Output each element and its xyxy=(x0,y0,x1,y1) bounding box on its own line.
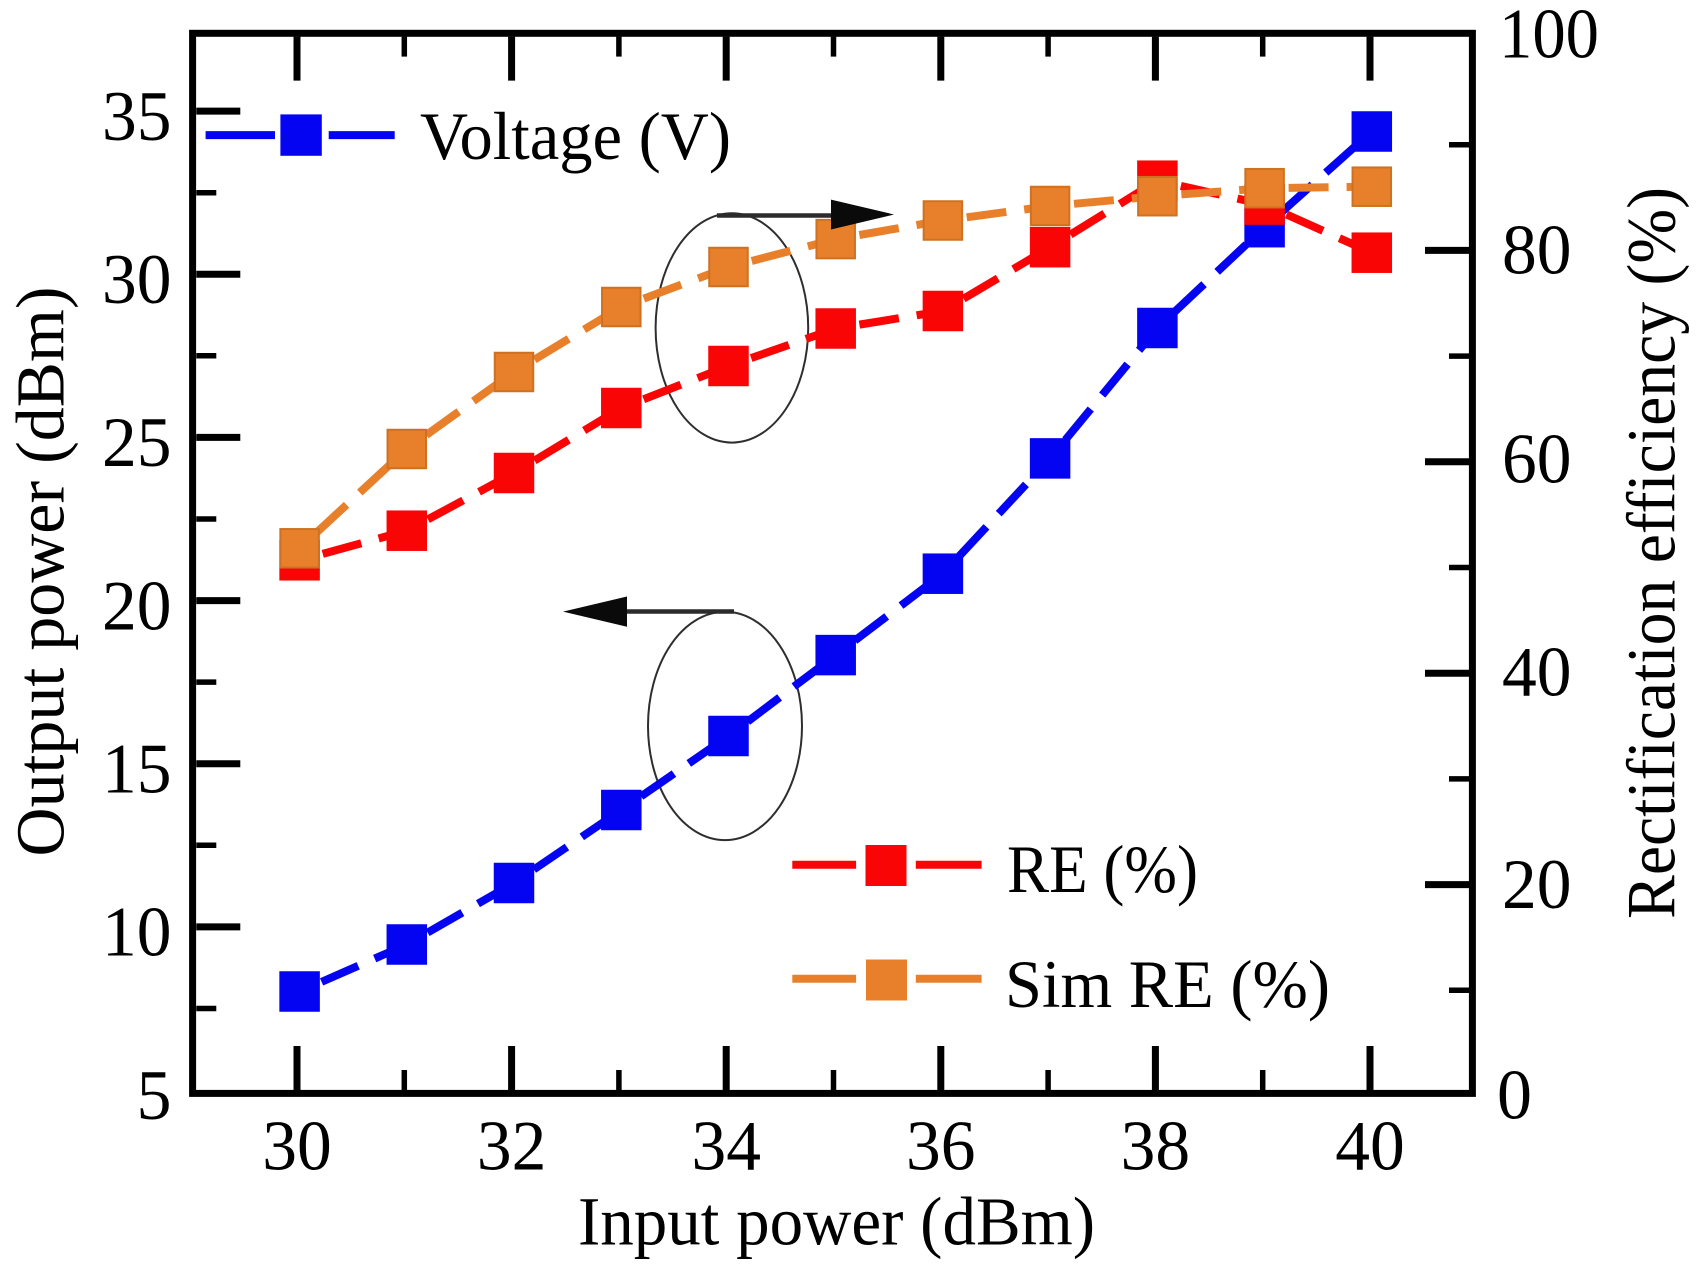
svg-text:0: 0 xyxy=(1497,1057,1532,1135)
svg-text:100: 100 xyxy=(1499,0,1599,74)
svg-text:40: 40 xyxy=(1502,634,1572,712)
svg-text:36: 36 xyxy=(906,1107,976,1185)
svg-text:60: 60 xyxy=(1502,421,1572,499)
svg-text:30: 30 xyxy=(262,1107,332,1185)
svg-text:10: 10 xyxy=(102,894,172,972)
svg-text:15: 15 xyxy=(102,731,172,809)
svg-text:34: 34 xyxy=(691,1107,761,1185)
svg-text:35: 35 xyxy=(102,78,172,156)
svg-text:Voltage (V): Voltage (V) xyxy=(420,98,731,174)
svg-text:Output power (dBm): Output power (dBm) xyxy=(3,287,79,857)
svg-text:Sim RE (%): Sim RE (%) xyxy=(1005,946,1330,1022)
svg-text:38: 38 xyxy=(1121,1107,1191,1185)
svg-text:40: 40 xyxy=(1335,1107,1405,1185)
svg-text:80: 80 xyxy=(1502,212,1572,290)
svg-text:32: 32 xyxy=(477,1107,547,1185)
svg-text:5: 5 xyxy=(137,1057,172,1135)
svg-text:Rectification efficiency (%): Rectification efficiency (%) xyxy=(1614,187,1690,919)
svg-text:30: 30 xyxy=(102,241,172,319)
svg-text:20: 20 xyxy=(102,567,172,645)
svg-text:25: 25 xyxy=(102,404,172,482)
svg-text:RE (%): RE (%) xyxy=(1007,831,1198,907)
svg-text:Input power (dBm): Input power (dBm) xyxy=(578,1184,1095,1260)
svg-text:20: 20 xyxy=(1502,846,1572,924)
